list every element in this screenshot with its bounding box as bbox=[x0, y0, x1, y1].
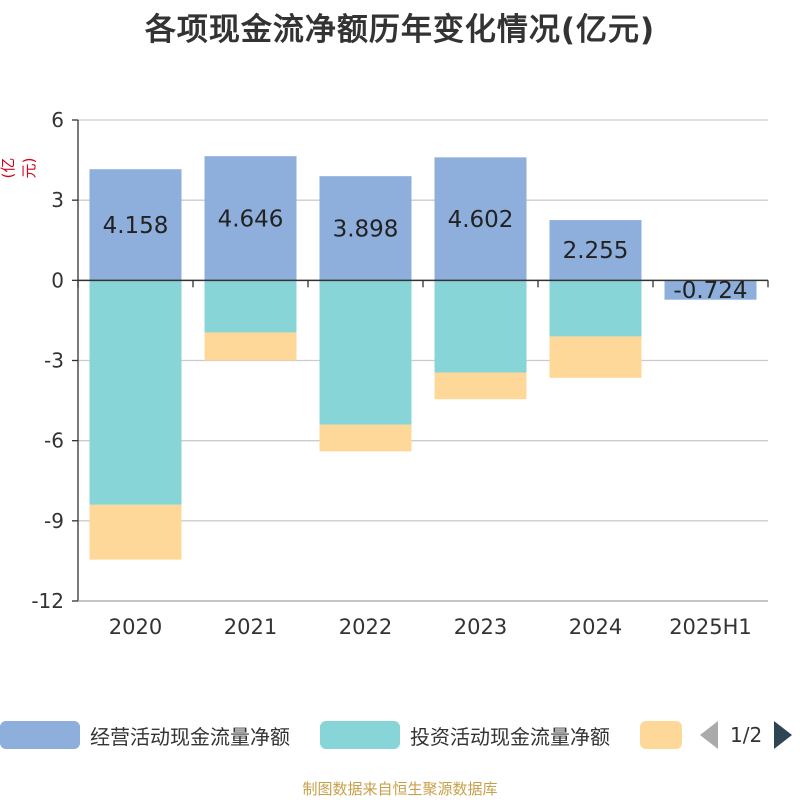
legend-item-investing[interactable]: 投资活动现金流量净额 bbox=[320, 716, 610, 754]
data-label-2024: 2.255 bbox=[563, 238, 629, 264]
legend-label-operating: 经营活动现金流量净额 bbox=[90, 724, 290, 749]
y-tick-label: -3 bbox=[44, 349, 64, 373]
data-label-2023: 4.602 bbox=[448, 207, 514, 233]
legend-pager: 1/2 bbox=[700, 716, 793, 754]
bar-2020-series-2[interactable] bbox=[89, 504, 182, 560]
data-label-2022: 3.898 bbox=[333, 216, 399, 242]
x-tick-label: 2024 bbox=[569, 615, 622, 639]
cash-flow-chart: 6 3 0 -3 -6 -9 -12 2020 2021 2022 2023 2024 2025H1 4… bbox=[31, 108, 769, 639]
bar-2020-series-1[interactable] bbox=[89, 280, 182, 505]
bar-2021-series-2[interactable] bbox=[204, 332, 297, 361]
y-tick-label: -6 bbox=[44, 429, 64, 453]
bar-2022-series-2[interactable] bbox=[319, 424, 412, 452]
data-labels: 4.158 4.646 3.898 4.602 2.255 -0.724 bbox=[103, 206, 748, 304]
legend: 经营活动现金流量净额 投资活动现金流量净额 1/2 bbox=[0, 716, 800, 754]
bar-2024-series-0[interactable] bbox=[549, 220, 642, 281]
legend-swatch-investing bbox=[320, 721, 400, 749]
legend-item-operating[interactable]: 经营活动现金流量净额 bbox=[0, 716, 290, 754]
data-label-2021: 4.646 bbox=[218, 206, 284, 232]
bar-2021-series-1[interactable] bbox=[204, 280, 297, 333]
bar-2020-series-0[interactable] bbox=[89, 169, 182, 281]
y-tick-label: -12 bbox=[31, 589, 64, 613]
bar-2023-series-1[interactable] bbox=[434, 280, 527, 373]
x-tick-label: 2023 bbox=[454, 615, 507, 639]
y-tick-label: 6 bbox=[51, 108, 64, 132]
bar-2022-series-0[interactable] bbox=[319, 176, 412, 281]
legend-item-financing[interactable] bbox=[640, 716, 682, 754]
chart-title: 各项现金流净额历年变化情况(亿元) bbox=[144, 12, 656, 48]
bar-2021-series-0[interactable] bbox=[204, 156, 297, 281]
x-tick-label: 2022 bbox=[339, 615, 392, 639]
source-note: 制图数据来自恒生聚源数据库 bbox=[302, 780, 498, 798]
pager-text: 1/2 bbox=[730, 723, 763, 747]
legend-swatch-financing bbox=[640, 721, 682, 749]
y-tick-label: 0 bbox=[51, 268, 64, 292]
legend-swatch-operating bbox=[0, 721, 80, 749]
bar-2023-series-2[interactable] bbox=[434, 372, 527, 400]
legend-label-investing: 投资活动现金流量净额 bbox=[410, 724, 610, 749]
x-tick-label: 2021 bbox=[224, 615, 277, 639]
data-label-2025H1: -0.724 bbox=[673, 278, 747, 304]
bar-2024-series-2[interactable] bbox=[549, 336, 642, 378]
bar-2025H1-series-0[interactable] bbox=[664, 280, 757, 300]
bar-2024-series-1[interactable] bbox=[549, 280, 642, 337]
y-tick-label: 3 bbox=[51, 188, 64, 212]
pager-prev-icon[interactable] bbox=[700, 721, 718, 749]
bar-2022-series-1[interactable] bbox=[319, 280, 412, 425]
x-tick-label: 2020 bbox=[109, 615, 162, 639]
data-label-2020: 4.158 bbox=[103, 213, 169, 239]
x-tick-label: 2025H1 bbox=[669, 615, 752, 639]
axes: 6 3 0 -3 -6 -9 -12 2020 2021 2022 2023 2024 2025H1 bbox=[31, 108, 769, 639]
y-tick-label: -9 bbox=[44, 509, 64, 533]
bars bbox=[89, 156, 757, 560]
pager-next-icon[interactable] bbox=[774, 721, 793, 749]
bar-2023-series-0[interactable] bbox=[434, 157, 527, 281]
